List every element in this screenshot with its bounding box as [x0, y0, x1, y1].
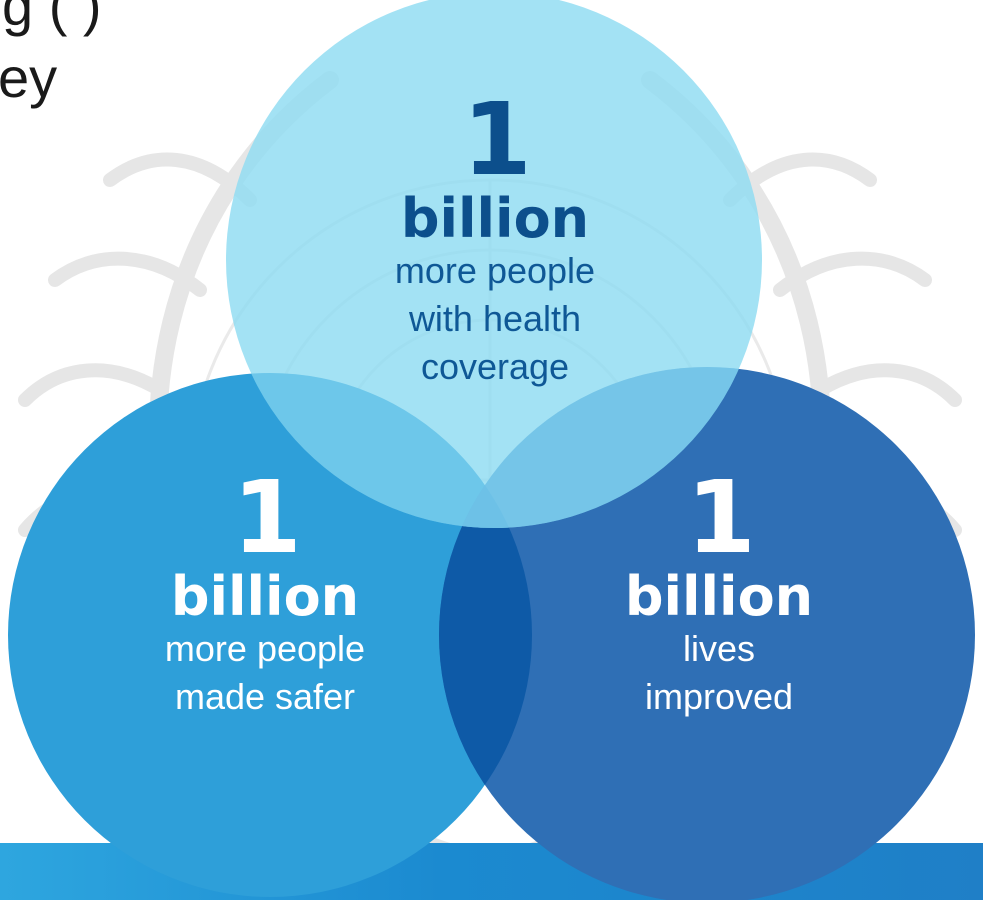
- circle-left-unit: billion: [170, 565, 360, 628]
- slide-heading-line-2: ey: [0, 46, 58, 109]
- circle-right-number: 1: [686, 459, 756, 576]
- circle-right-desc-line: lives: [682, 628, 756, 669]
- circle-right-unit: billion: [624, 565, 814, 628]
- circle-left-desc-line: more people: [164, 628, 366, 669]
- overlap-top-left: [226, 373, 532, 528]
- circle-top-desc-line: with health: [408, 298, 582, 339]
- circle-top-number: 1: [462, 81, 532, 198]
- circle-right-desc-line: improved: [644, 676, 794, 717]
- circle-top-unit: billion: [400, 187, 590, 250]
- slide-heading-line-1: g ( ): [2, 0, 102, 37]
- circle-left-desc-line: made safer: [174, 676, 356, 717]
- circle-left-label: 1 billion more people made safer: [100, 468, 430, 720]
- circle-top-desc-line: coverage: [420, 346, 570, 387]
- circle-top-label: 1 billion more people with health covera…: [330, 90, 660, 390]
- circle-left-number: 1: [232, 459, 302, 576]
- overlap-top-right: [439, 367, 762, 528]
- circle-top-desc-line: more people: [394, 250, 596, 291]
- circle-right-label: 1 billion lives improved: [554, 468, 884, 720]
